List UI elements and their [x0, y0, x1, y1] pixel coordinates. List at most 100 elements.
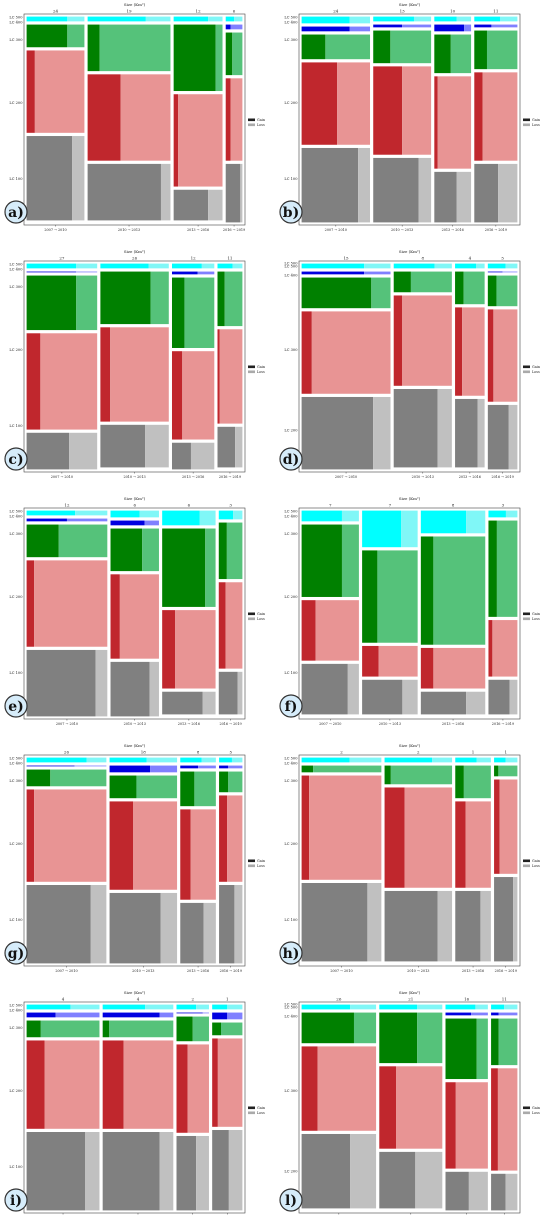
cell-border	[433, 15, 473, 23]
y-tick-label: LC 300	[284, 348, 298, 352]
cell-lc300-loss	[232, 31, 243, 76]
cell-border	[175, 1003, 211, 1011]
legend-gain-swatch	[523, 859, 530, 863]
cell-border	[453, 306, 486, 397]
y-tick-label: LC 200	[284, 595, 298, 599]
cell-border	[216, 425, 244, 469]
cell-border	[216, 328, 244, 425]
cell-border	[25, 270, 99, 274]
cell-border	[86, 73, 172, 162]
cell-border	[25, 648, 109, 718]
cell-lc200-loss	[433, 647, 486, 690]
cell-lc200-loss	[110, 326, 170, 423]
cell-border	[25, 1019, 101, 1039]
cell-lc300-gain	[454, 270, 464, 305]
panel-badge	[279, 447, 303, 471]
cell-lc300-gain	[225, 31, 233, 76]
cell-border	[160, 608, 217, 690]
x-tick-label: 2016 → 2019	[491, 475, 513, 479]
column-top-label: 8	[452, 503, 455, 508]
cell-lc200-gain	[420, 647, 434, 690]
cell-border	[378, 1011, 444, 1065]
cell-lc300-gain	[99, 270, 151, 325]
cell-lc100-gain	[175, 1135, 197, 1211]
cell-lc200-gain	[433, 75, 438, 170]
cell-border	[454, 756, 493, 764]
cell-lc100-gain	[179, 902, 204, 964]
cell-lc100-gain	[99, 424, 146, 468]
cell-lc300-loss	[417, 1011, 443, 1064]
column-top-label: 5	[501, 256, 504, 261]
y-tick-label: LC 500	[284, 757, 298, 761]
cell-lc100-gain	[173, 189, 209, 221]
plot-frame	[298, 507, 521, 720]
legend-gain-label: Gain	[257, 1106, 266, 1110]
column-top-label: 15	[344, 256, 350, 261]
cell-lc100-gain	[487, 679, 510, 715]
cell-lc300-gain	[179, 770, 195, 807]
cell-lc500-gain	[454, 263, 476, 269]
cell-lc100-loss	[159, 1131, 174, 1211]
panel-g: Size (Km²) 26 2007 → 2010 18 2010 → 2013 8 201…	[4, 743, 266, 973]
y-tick-label: LC 500	[284, 1006, 298, 1010]
plot-frame	[298, 754, 521, 967]
cell-lc200-gain	[361, 645, 379, 678]
cell-lc200-gain	[108, 800, 134, 891]
cell-border	[101, 1003, 175, 1011]
cell-border	[25, 274, 99, 332]
cell-border	[453, 262, 486, 270]
cell-border	[99, 262, 170, 270]
legend-loss-swatch	[248, 1111, 255, 1115]
cell-border	[300, 756, 383, 764]
cell-lc300-loss	[99, 23, 172, 72]
column-top-label: 19	[126, 9, 132, 14]
cell-lc300-gain	[161, 527, 206, 608]
panel-badge	[4, 694, 28, 718]
cell-border	[300, 15, 372, 25]
cell-lc100-gain	[211, 1129, 229, 1211]
y-tick-label: LC 400	[9, 268, 23, 272]
cell-lc200-gain	[87, 73, 121, 162]
chart-title: Size (Km²)	[124, 990, 146, 995]
cell-border	[170, 349, 216, 441]
cell-lc100-loss	[203, 902, 217, 964]
cell-lc300-loss	[353, 1011, 377, 1044]
cell-border	[300, 774, 383, 881]
y-tick-label: LC 500	[284, 510, 298, 514]
cell-lc500-loss	[227, 1004, 243, 1010]
cell-lc300-loss	[498, 764, 518, 777]
cell-lc300-gain	[487, 274, 497, 307]
cell-lc200-gain	[301, 774, 310, 881]
column-top-label: 4	[62, 997, 65, 1002]
cell-border	[217, 581, 244, 670]
column-top-label: 4	[137, 997, 140, 1002]
cell-lc300-gain	[102, 1019, 110, 1038]
cell-lc500-loss	[232, 263, 243, 269]
cell-lc500-gain	[361, 510, 402, 548]
cell-lc100-loss	[237, 671, 243, 715]
panel-badge	[279, 941, 303, 965]
cell-lc200-loss	[44, 1039, 101, 1130]
column-top-label: 26	[336, 997, 342, 1002]
cell-lc100-gain	[108, 892, 161, 964]
cell-lc300-loss	[136, 774, 178, 799]
cell-lc100-loss	[347, 663, 360, 715]
cell-border	[25, 788, 108, 883]
cell-lc100-loss	[437, 388, 453, 468]
panel-badge	[279, 694, 303, 718]
legend-loss-label: Loss	[257, 1111, 265, 1115]
legend-loss-label: Loss	[532, 864, 540, 868]
cell-lc300-loss	[50, 768, 107, 787]
cell-lc200-gain	[301, 1045, 318, 1132]
cell-lc100-loss	[90, 884, 107, 964]
cell-lc300-gain	[301, 764, 314, 773]
y-tick-label: LC 300	[284, 779, 298, 783]
cell-lc200-loss	[404, 786, 453, 889]
cell-border	[170, 441, 216, 471]
cell-lc500-gain	[487, 263, 506, 269]
y-tick-label: LC 500	[284, 265, 298, 269]
y-tick-label: LC 200	[284, 842, 298, 846]
cell-lc500-gain	[179, 757, 202, 763]
cell-lc100-loss	[72, 135, 86, 221]
